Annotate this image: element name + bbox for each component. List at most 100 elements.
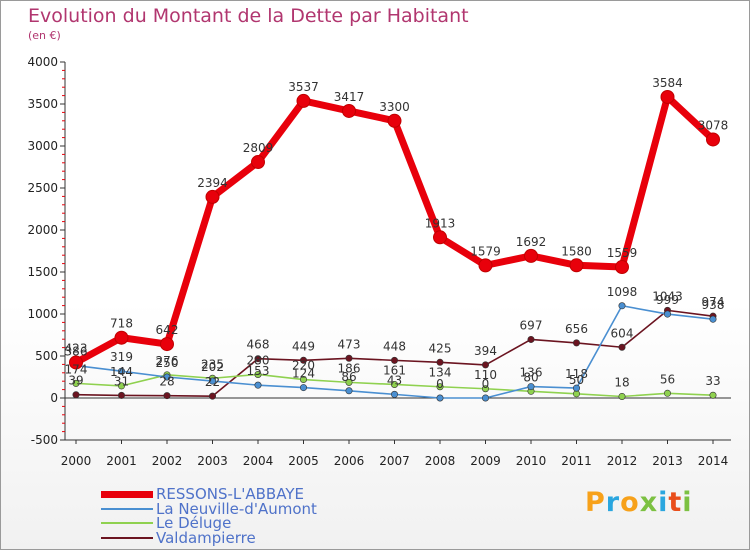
data-label: 1580: [561, 244, 592, 258]
y-tick-label: 0: [50, 391, 58, 405]
data-label: 110: [474, 368, 497, 382]
data-point: [709, 391, 717, 399]
data-point: [663, 310, 671, 318]
data-label: 425: [429, 341, 452, 355]
y-tick-label: -500: [31, 433, 58, 447]
data-point: [572, 384, 580, 392]
data-point: [481, 394, 489, 402]
chart-title: Evolution du Montant de la Dette par Hab…: [28, 5, 469, 27]
data-point: [296, 93, 311, 108]
chart-unit: (en €): [28, 29, 61, 42]
data-label: 604: [611, 326, 634, 340]
x-tick-label: 2014: [698, 454, 729, 468]
data-label: 161: [383, 363, 406, 377]
x-tick-label: 2010: [516, 454, 547, 468]
data-label: 1579: [470, 244, 501, 258]
data-point: [254, 370, 262, 378]
data-label: 124: [292, 367, 315, 381]
data-point: [527, 383, 535, 391]
data-label: 86: [341, 370, 356, 384]
data-point: [163, 373, 171, 381]
y-tick-label: 2000: [27, 223, 58, 237]
data-label: 2809: [243, 141, 274, 155]
data-label: 28: [159, 375, 174, 389]
data-point: [118, 391, 126, 399]
data-label: 1098: [607, 285, 638, 299]
data-point: [69, 355, 83, 370]
data-point: [342, 103, 356, 118]
data-point: [660, 89, 675, 104]
data-point: [524, 248, 538, 263]
data-point: [618, 392, 626, 400]
data-label: 448: [383, 339, 406, 353]
legend-swatch: [101, 507, 153, 510]
data-point: [706, 132, 720, 147]
data-label: 386: [65, 345, 88, 359]
legend-swatch: [101, 536, 153, 539]
legend-item: La Neuville-d'Aumont: [101, 501, 317, 516]
data-point: [436, 394, 444, 402]
data-point: [709, 315, 717, 323]
data-label: 136: [520, 366, 543, 380]
x-tick-label: 2012: [607, 454, 638, 468]
y-tick-label: 3000: [27, 139, 58, 153]
data-point: [572, 339, 580, 347]
data-label: 202: [201, 360, 224, 374]
data-label: 22: [205, 375, 220, 389]
data-label: 0: [436, 377, 444, 391]
data-label: 449: [292, 339, 315, 353]
x-tick-label: 2000: [61, 454, 92, 468]
data-point: [114, 330, 129, 345]
legend-swatch: [101, 522, 153, 525]
data-point: [299, 384, 307, 392]
data-point: [299, 376, 307, 384]
data-label: 174: [65, 362, 88, 376]
data-point: [478, 258, 493, 273]
y-tick-label: 3500: [27, 97, 58, 111]
data-point: [481, 385, 489, 393]
x-tick-label: 2001: [106, 454, 137, 468]
data-label: 153: [247, 364, 270, 378]
data-point: [72, 391, 80, 399]
data-point: [433, 230, 447, 245]
data-point: [209, 377, 217, 385]
data-point: [436, 383, 444, 391]
data-label: 1559: [607, 246, 638, 260]
data-point: [345, 378, 353, 386]
data-point: [160, 337, 174, 352]
data-label: 3300: [379, 100, 410, 114]
series-markers: [69, 89, 720, 402]
x-tick-label: 2009: [470, 454, 501, 468]
x-tick-label: 2006: [334, 454, 365, 468]
data-point: [436, 358, 444, 366]
y-tick-label: 4000: [27, 55, 58, 69]
data-label: 250: [156, 356, 179, 370]
y-tick-label: 500: [35, 349, 58, 363]
data-point: [251, 155, 265, 170]
data-point: [299, 356, 307, 364]
data-label: 220: [292, 359, 315, 373]
x-tick-label: 2007: [379, 454, 410, 468]
data-label: 43: [387, 373, 402, 387]
legend-swatch: [101, 490, 153, 498]
data-label: 1043: [652, 289, 683, 303]
data-label: 423: [65, 341, 88, 355]
x-tick-label: 2011: [561, 454, 592, 468]
data-point: [481, 361, 489, 369]
data-label: 3417: [334, 90, 365, 104]
data-point: [387, 113, 402, 128]
data-label: 118: [565, 367, 588, 381]
data-label: 56: [660, 372, 675, 386]
data-label: 3537: [288, 80, 319, 94]
data-label: 2394: [197, 176, 228, 190]
logo-letter: o: [620, 487, 640, 518]
proxiti-logo: Proxiti: [585, 487, 693, 518]
data-point: [118, 367, 126, 375]
logo-letter: i: [658, 487, 669, 518]
data-label: 656: [565, 322, 588, 336]
data-label: 697: [520, 318, 543, 332]
y-tick-label: 2500: [27, 181, 58, 195]
data-label: 31: [114, 374, 129, 388]
x-tick-label: 2005: [288, 454, 319, 468]
legend-label: Valdampierre: [156, 528, 256, 547]
